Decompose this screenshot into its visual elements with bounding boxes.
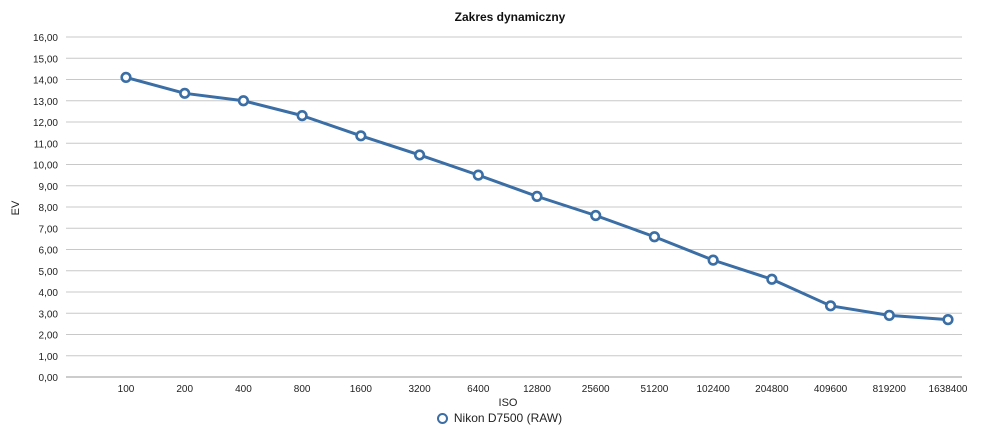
- y-tick-label: 10,00: [33, 161, 58, 172]
- x-axis-label: ISO: [499, 397, 518, 409]
- x-tick-label: 102400: [696, 384, 730, 395]
- x-tick-label: 409600: [814, 384, 848, 395]
- data-point: [883, 309, 895, 321]
- y-tick-label: 15,00: [33, 54, 58, 65]
- data-point: [472, 169, 484, 181]
- y-axis-label: EV: [10, 200, 22, 215]
- gridlines: [66, 36, 962, 378]
- y-tick-label: 4,00: [39, 288, 59, 299]
- data-point: [766, 273, 778, 285]
- y-tick-label: 7,00: [39, 224, 59, 235]
- legend-label: Nikon D7500 (RAW): [453, 411, 563, 425]
- data-point: [707, 254, 719, 266]
- x-tick-label: 100: [118, 384, 135, 395]
- data-point: [531, 190, 543, 202]
- data-point: [355, 130, 367, 142]
- y-tick-label: 2,00: [39, 331, 59, 342]
- x-tick-label: 200: [176, 384, 193, 395]
- y-tick-label: 13,00: [33, 97, 58, 108]
- series-group: [120, 71, 954, 326]
- chart-title: Zakres dynamiczny: [455, 10, 566, 24]
- y-tick-label: 5,00: [39, 267, 59, 278]
- x-tick-label: 51200: [641, 384, 669, 395]
- x-tick-label: 6400: [467, 384, 490, 395]
- x-tick-label: 1638400: [929, 384, 968, 395]
- y-tick-label: 6,00: [39, 246, 59, 257]
- x-tick-label: 400: [235, 384, 252, 395]
- y-tick-label: 1,00: [39, 352, 59, 363]
- data-point: [942, 314, 954, 326]
- x-tick-label: 1600: [350, 384, 373, 395]
- y-tick-label: 11,00: [34, 139, 59, 150]
- data-point: [590, 209, 602, 222]
- x-tick-label: 25600: [582, 384, 610, 395]
- y-tick-label: 12,00: [33, 118, 58, 129]
- x-tick-labels: 100 200 400 800 1600 3200 6400 12800 25600 51200 1…: [118, 384, 968, 395]
- legend: Nikon D7500 (RAW): [0, 411, 999, 425]
- y-tick-label: 16,00: [33, 33, 58, 44]
- data-point: [413, 149, 426, 161]
- data-point: [296, 110, 308, 122]
- y-tick-labels: 0,00 1,00 2,00 3,00 4,00 5,00 6,00 7,00 8,00 9,00…: [33, 33, 58, 384]
- y-tick-label: 14,00: [33, 76, 58, 87]
- x-tick-label: 800: [294, 384, 311, 395]
- data-point: [648, 231, 661, 243]
- data-point: [179, 87, 191, 99]
- x-tick-label: 12800: [523, 384, 551, 395]
- y-tick-label: 0,00: [39, 373, 59, 384]
- y-tick-label: 3,00: [39, 309, 59, 320]
- y-tick-label: 9,00: [39, 182, 59, 193]
- x-tick-label: 819200: [873, 384, 907, 395]
- x-tick-label: 204800: [755, 384, 789, 395]
- x-tick-label: 3200: [408, 384, 431, 395]
- legend-marker-icon: [436, 413, 448, 424]
- data-point: [237, 95, 250, 107]
- data-point: [824, 300, 837, 312]
- data-point: [120, 71, 132, 83]
- y-tick-label: 8,00: [39, 203, 59, 214]
